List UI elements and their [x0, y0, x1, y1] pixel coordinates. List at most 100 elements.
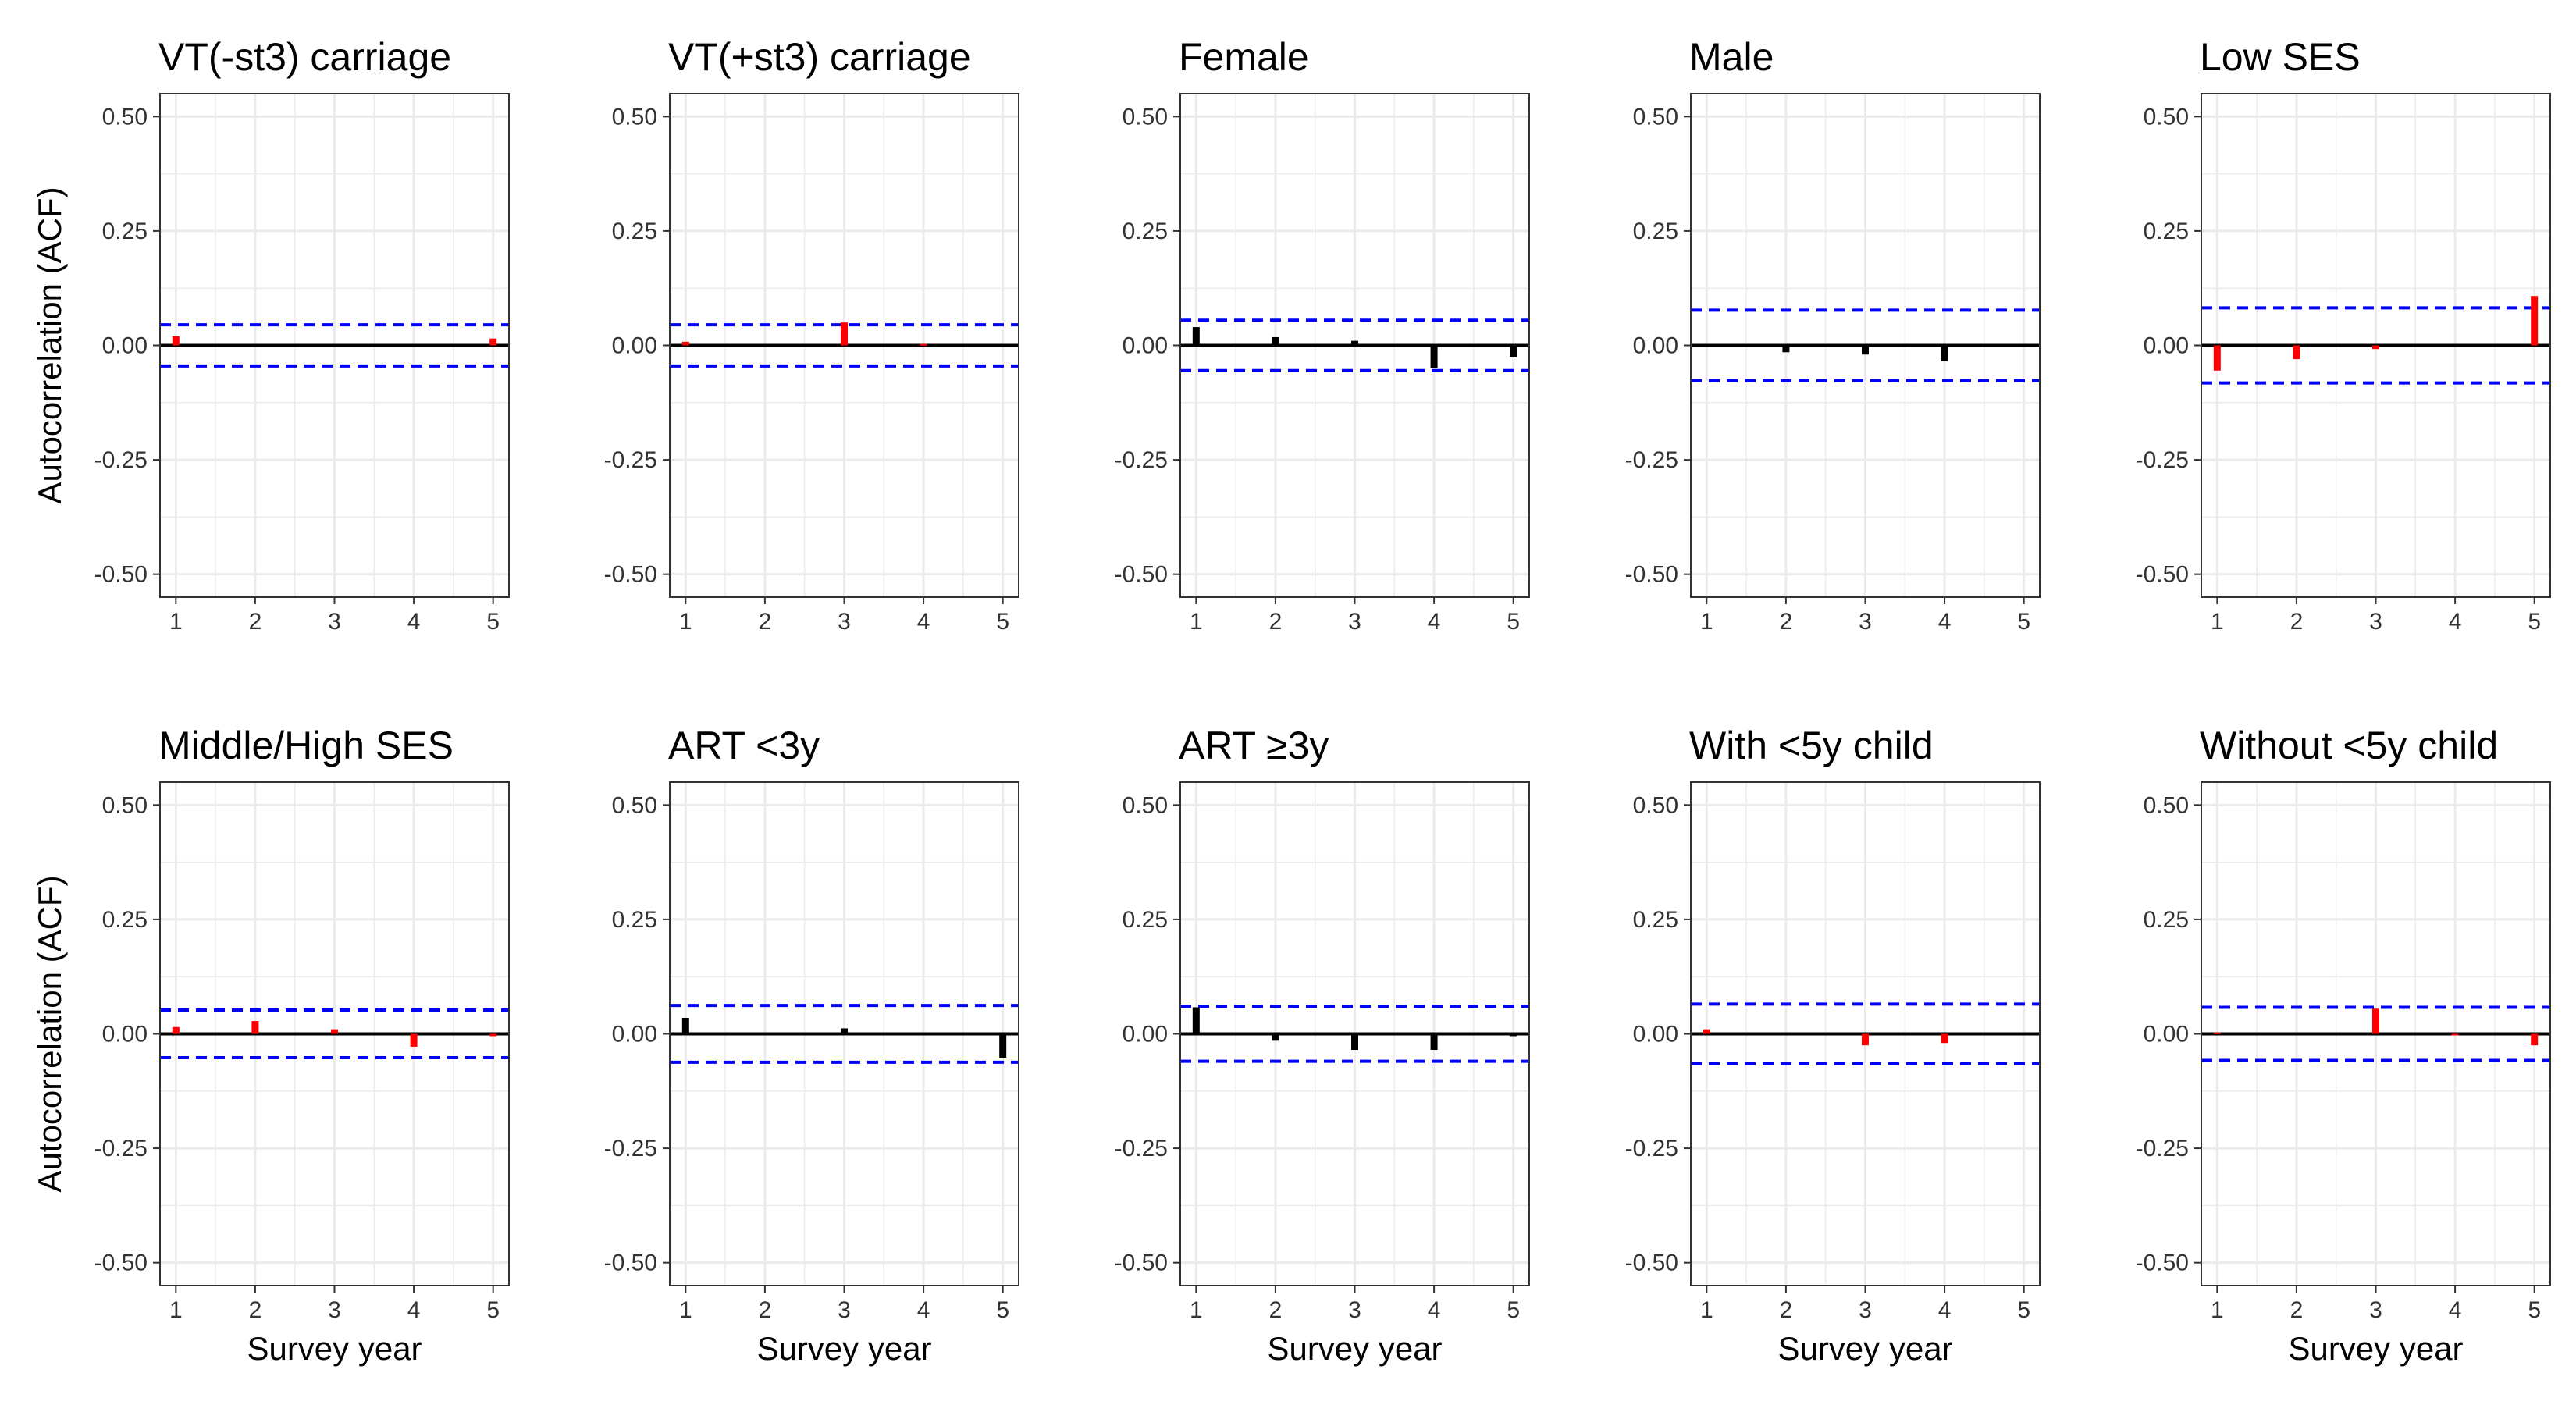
y-tick-label: 0.50 — [1633, 792, 1678, 818]
acf-bar — [1782, 345, 1790, 353]
y-tick-label: 0.00 — [102, 1022, 148, 1048]
x-tick-label: 1 — [2211, 1297, 2224, 1323]
acf-bar — [1430, 1033, 1438, 1051]
x-tick-label: 3 — [1348, 609, 1361, 635]
x-tick-label: 2 — [249, 609, 262, 635]
x-axis-title: Survey year — [247, 1330, 422, 1367]
acf-bar — [2213, 345, 2221, 371]
x-tick-label: 5 — [996, 1297, 1009, 1323]
x-tick-label: 1 — [2211, 609, 2224, 635]
acf-bar — [2213, 1032, 2221, 1034]
y-tick-label: 0.25 — [102, 219, 148, 244]
y-tick-label: -0.25 — [94, 447, 148, 473]
y-tick-label: 0.50 — [1123, 104, 1168, 130]
x-tick-label: 5 — [996, 609, 1009, 635]
x-tick-label: 1 — [1190, 609, 1203, 635]
y-tick-label: 0.25 — [2144, 219, 2189, 244]
y-tick-label: 0.50 — [1633, 104, 1678, 130]
acf-bar — [1272, 1033, 1279, 1041]
x-tick-label: 2 — [249, 1297, 262, 1323]
x-tick-label: 3 — [2369, 609, 2382, 635]
x-tick-label: 3 — [1348, 1297, 1361, 1323]
y-axis-title: Autocorrelation (ACF) — [31, 875, 68, 1192]
y-tick-label: 0.25 — [2144, 907, 2189, 933]
acf-bar — [2531, 296, 2539, 346]
x-tick-label: 2 — [759, 1297, 772, 1323]
x-tick-label: 1 — [1700, 1297, 1713, 1323]
acf-bar — [1272, 336, 1279, 346]
acf-bar — [1192, 1007, 1200, 1034]
acf-bar — [1510, 345, 1517, 357]
x-tick-label: 2 — [1269, 609, 1283, 635]
y-tick-label: 0.00 — [1123, 1022, 1168, 1048]
acf-bar — [1510, 1033, 1517, 1037]
x-tick-label: 4 — [2449, 1297, 2462, 1323]
x-tick-label: 4 — [917, 609, 930, 635]
y-tick-label: 0.00 — [2144, 1022, 2189, 1048]
acf-bar — [251, 1021, 259, 1034]
y-tick-label: -0.50 — [1625, 1250, 1678, 1276]
y-tick-label: -0.25 — [604, 447, 657, 473]
y-tick-label: 0.00 — [2144, 333, 2189, 359]
y-axis-title: Autocorrelation (ACF) — [31, 187, 68, 503]
y-tick-label: 0.25 — [1123, 907, 1168, 933]
x-tick-label: 3 — [328, 609, 341, 635]
y-tick-label: 0.50 — [102, 104, 148, 130]
acf-bar — [841, 322, 848, 346]
panel-title: Male — [1689, 35, 1774, 79]
acf-bar — [2020, 345, 2028, 347]
x-tick-label: 4 — [1938, 609, 1952, 635]
x-tick-label: 4 — [407, 609, 421, 635]
y-tick-label: 0.00 — [612, 1022, 657, 1048]
x-tick-label: 5 — [1507, 609, 1520, 635]
acf-bar — [331, 1029, 338, 1034]
y-tick-label: 0.25 — [612, 907, 657, 933]
acf-bar — [681, 1017, 689, 1034]
x-tick-label: 5 — [486, 609, 500, 635]
x-axis-title: Survey year — [2288, 1330, 2463, 1367]
x-tick-label: 1 — [169, 609, 183, 635]
y-tick-label: 0.50 — [612, 792, 657, 818]
y-tick-label: -0.25 — [94, 1136, 148, 1161]
acf-bar — [1703, 1029, 1710, 1034]
acf-bar — [2531, 1033, 2539, 1046]
x-tick-label: 5 — [2528, 1297, 2541, 1323]
x-tick-label: 2 — [2290, 609, 2304, 635]
x-tick-label: 2 — [759, 609, 772, 635]
x-tick-label: 2 — [1780, 609, 1793, 635]
y-tick-label: 0.25 — [1633, 907, 1678, 933]
x-tick-label: 4 — [917, 1297, 930, 1323]
x-tick-label: 4 — [1428, 1297, 1441, 1323]
y-tick-label: -0.50 — [2136, 562, 2189, 588]
x-axis-title: Survey year — [1777, 1330, 1952, 1367]
acf-bar — [172, 336, 180, 346]
y-tick-label: 0.50 — [102, 792, 148, 818]
y-tick-label: 0.00 — [102, 333, 148, 359]
x-tick-label: 1 — [679, 609, 692, 635]
x-tick-label: 2 — [2290, 1297, 2304, 1323]
y-tick-label: 0.00 — [1123, 333, 1168, 359]
x-tick-label: 3 — [1859, 609, 1872, 635]
x-tick-label: 2 — [1780, 1297, 1793, 1323]
x-tick-label: 4 — [407, 1297, 421, 1323]
panel-title: VT(-st3) carriage — [158, 35, 451, 79]
x-tick-label: 1 — [679, 1297, 692, 1323]
acf-bar — [1941, 345, 1948, 362]
panel-title: VT(+st3) carriage — [668, 35, 971, 79]
acf-bar — [489, 1033, 497, 1037]
y-tick-label: -0.50 — [1115, 1250, 1168, 1276]
x-tick-label: 5 — [1507, 1297, 1520, 1323]
acf-bar — [1941, 1033, 1948, 1044]
x-tick-label: 3 — [2369, 1297, 2382, 1323]
y-tick-label: 0.25 — [1633, 219, 1678, 244]
y-tick-label: -0.50 — [604, 562, 657, 588]
y-tick-label: -0.25 — [2136, 1136, 2189, 1161]
acf-bar — [841, 1028, 848, 1034]
y-tick-label: -0.50 — [1115, 562, 1168, 588]
x-tick-label: 2 — [1269, 1297, 1283, 1323]
acf-bar — [2372, 345, 2379, 350]
y-tick-label: 0.50 — [612, 104, 657, 130]
acf-bar — [410, 1033, 418, 1047]
x-tick-label: 5 — [2017, 1297, 2030, 1323]
